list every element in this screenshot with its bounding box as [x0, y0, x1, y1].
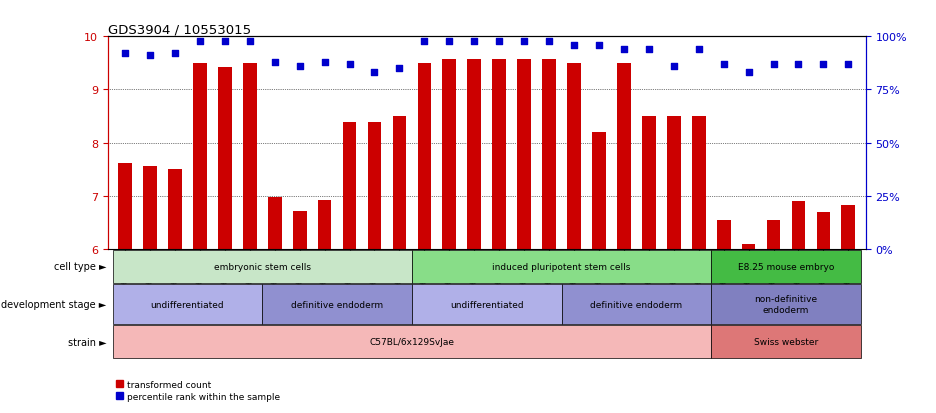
- Bar: [492, 59, 506, 249]
- Bar: [841, 206, 856, 249]
- Bar: [741, 244, 755, 249]
- Point: [118, 51, 133, 57]
- Bar: [168, 170, 182, 249]
- Bar: [417, 64, 431, 249]
- Point: [791, 62, 806, 68]
- Bar: [412, 250, 711, 283]
- Bar: [193, 64, 207, 249]
- Bar: [317, 200, 331, 249]
- Point: [342, 62, 357, 68]
- Point: [217, 38, 232, 45]
- Point: [317, 59, 332, 66]
- Point: [766, 62, 781, 68]
- Text: strain ►: strain ►: [67, 337, 107, 347]
- Bar: [518, 59, 531, 249]
- Point: [417, 38, 431, 45]
- Bar: [112, 250, 412, 283]
- Point: [542, 38, 557, 45]
- Point: [716, 62, 731, 68]
- Bar: [562, 285, 711, 324]
- Text: GDS3904 / 10553015: GDS3904 / 10553015: [108, 23, 251, 36]
- Point: [517, 38, 532, 45]
- Text: definitive endoderm: definitive endoderm: [291, 300, 383, 309]
- Point: [666, 64, 681, 70]
- Point: [168, 51, 183, 57]
- Text: non-definitive
endoderm: non-definitive endoderm: [754, 294, 817, 314]
- Bar: [112, 285, 262, 324]
- Text: induced pluripotent stem cells: induced pluripotent stem cells: [492, 262, 631, 271]
- Text: embryonic stem cells: embryonic stem cells: [213, 262, 311, 271]
- Bar: [293, 211, 306, 249]
- Point: [741, 70, 756, 76]
- Bar: [368, 123, 381, 249]
- Bar: [218, 67, 232, 249]
- Text: C57BL/6x129SvJae: C57BL/6x129SvJae: [370, 337, 454, 347]
- Text: definitive endoderm: definitive endoderm: [591, 300, 682, 309]
- Bar: [592, 133, 606, 249]
- Point: [467, 38, 482, 45]
- Bar: [542, 59, 556, 249]
- Point: [617, 47, 632, 53]
- Bar: [617, 64, 631, 249]
- Point: [193, 38, 208, 45]
- Bar: [642, 117, 656, 249]
- Text: E8.25 mouse embryo: E8.25 mouse embryo: [738, 262, 834, 271]
- Point: [491, 38, 506, 45]
- Bar: [443, 59, 456, 249]
- Point: [367, 70, 382, 76]
- Bar: [792, 202, 805, 249]
- Bar: [816, 212, 830, 249]
- Bar: [567, 64, 581, 249]
- Point: [142, 53, 157, 59]
- Text: undifferentiated: undifferentiated: [450, 300, 523, 309]
- Point: [268, 59, 283, 66]
- Bar: [711, 250, 861, 283]
- Bar: [343, 123, 357, 249]
- Bar: [243, 64, 256, 249]
- Point: [816, 62, 831, 68]
- Bar: [143, 167, 157, 249]
- Bar: [467, 59, 481, 249]
- Bar: [717, 220, 730, 249]
- Point: [691, 47, 706, 53]
- Bar: [711, 285, 861, 324]
- Text: development stage ►: development stage ►: [1, 299, 107, 309]
- Point: [442, 38, 457, 45]
- Legend: transformed count, percentile rank within the sample: transformed count, percentile rank withi…: [112, 377, 284, 404]
- Point: [242, 38, 257, 45]
- Text: cell type ►: cell type ►: [54, 261, 107, 271]
- Bar: [268, 198, 282, 249]
- Bar: [711, 325, 861, 358]
- Bar: [667, 117, 680, 249]
- Text: undifferentiated: undifferentiated: [151, 300, 225, 309]
- Bar: [112, 325, 711, 358]
- Point: [392, 66, 407, 72]
- Point: [641, 47, 656, 53]
- Point: [292, 64, 307, 70]
- Point: [566, 43, 581, 49]
- Bar: [118, 164, 132, 249]
- Bar: [392, 117, 406, 249]
- Bar: [767, 220, 781, 249]
- Text: Swiss webster: Swiss webster: [753, 337, 818, 347]
- Point: [841, 62, 856, 68]
- Bar: [262, 285, 412, 324]
- Bar: [692, 117, 706, 249]
- Point: [592, 43, 607, 49]
- Bar: [412, 285, 562, 324]
